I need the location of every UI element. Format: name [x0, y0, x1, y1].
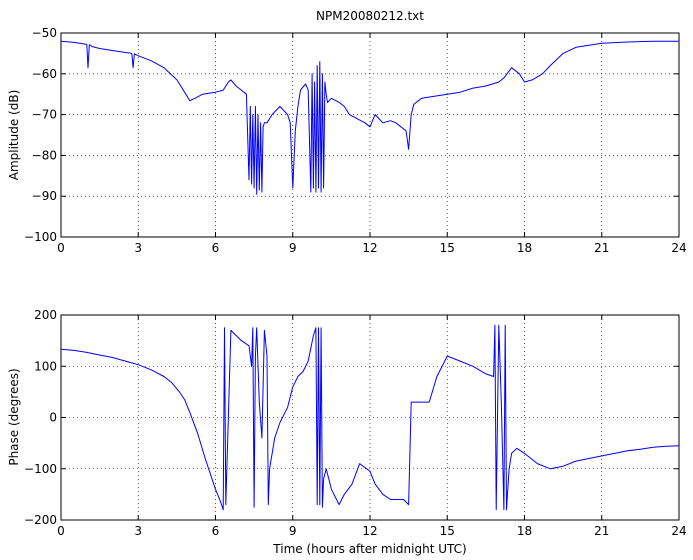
- phase-y-tick-label: 200: [34, 308, 57, 322]
- phase-plot: 0 3 6 9 12 15 18 21 24 −200 −100 0 100 200 Time (hou…: [7, 308, 687, 556]
- amplitude-ticks: [60, 32, 680, 238]
- amplitude-x-tick-label: 15: [440, 241, 455, 255]
- amplitude-x-tick-label: 24: [671, 241, 686, 255]
- amplitude-y-tick-label: −100: [24, 230, 57, 244]
- phase-y-tick-label: −200: [24, 513, 57, 527]
- phase-x-tick-label: 9: [289, 524, 297, 538]
- amplitude-x-tick-label: 6: [212, 241, 220, 255]
- amplitude-axes-box: [60, 32, 680, 238]
- phase-ticks: [60, 314, 680, 521]
- amplitude-y-tick-label: −50: [32, 26, 57, 40]
- amplitude-grid: [61, 33, 679, 237]
- phase-y-axis-label: Phase (degrees): [7, 368, 21, 465]
- amplitude-x-tick-label: 18: [517, 241, 532, 255]
- phase-x-tick-label: 12: [362, 524, 377, 538]
- amplitude-x-tick-label: 0: [57, 241, 65, 255]
- amplitude-y-tick-label: −80: [32, 148, 57, 162]
- amplitude-x-tick-label: 3: [134, 241, 142, 255]
- phase-x-tick-label: 3: [134, 524, 142, 538]
- phase-x-tick-label: 21: [594, 524, 609, 538]
- phase-x-tick-label: 24: [671, 524, 686, 538]
- phase-x-tick-labels: 0 3 6 9 12 15 18 21 24: [57, 524, 686, 538]
- chart-title: NPM20080212.txt: [316, 9, 424, 23]
- amplitude-plot: 0 3 6 9 12 15 18 21 24 −100 −90 −80 −70 −60 −50 NPM20…: [7, 9, 687, 255]
- phase-y-tick-label: 100: [34, 359, 57, 373]
- phase-y-tick-label: −100: [24, 462, 57, 476]
- amplitude-x-tick-label: 9: [289, 241, 297, 255]
- phase-x-tick-label: 0: [57, 524, 65, 538]
- x-axis-label: Time (hours after midnight UTC): [272, 542, 466, 556]
- amplitude-x-tick-label: 21: [594, 241, 609, 255]
- phase-x-tick-label: 18: [517, 524, 532, 538]
- phase-x-tick-label: 15: [440, 524, 455, 538]
- phase-y-tick-label: 0: [49, 411, 57, 425]
- amplitude-y-tick-label: −90: [32, 189, 57, 203]
- amplitude-y-tick-label: −60: [32, 67, 57, 81]
- amplitude-y-axis-label: Amplitude (dB): [7, 90, 21, 181]
- amplitude-y-tick-label: −70: [32, 108, 57, 122]
- phase-y-tick-labels: −200 −100 0 100 200: [24, 308, 57, 527]
- phase-line: [60, 324, 680, 511]
- amplitude-x-tick-label: 12: [362, 241, 377, 255]
- phase-x-tick-label: 6: [212, 524, 220, 538]
- amplitude-line: [60, 40, 679, 195]
- phase-grid: [61, 315, 679, 520]
- amplitude-x-tick-labels: 0 3 6 9 12 15 18 21 24: [57, 241, 686, 255]
- amplitude-y-tick-labels: −100 −90 −80 −70 −60 −50: [24, 26, 57, 244]
